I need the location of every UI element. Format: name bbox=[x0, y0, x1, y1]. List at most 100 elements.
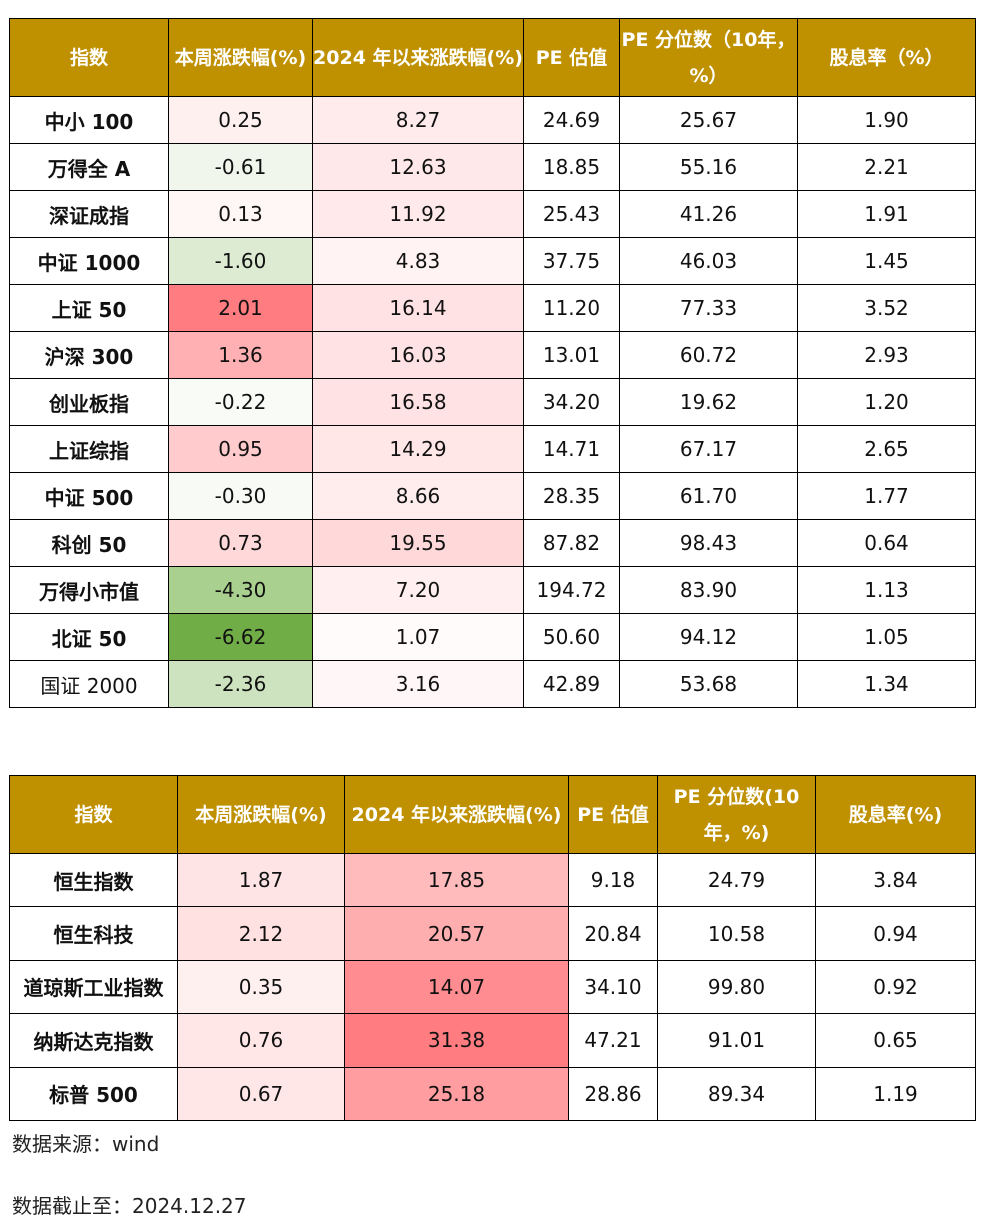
ytd-change-cell: 25.18 bbox=[344, 1066, 569, 1121]
index-name-cell: 恒生指数 bbox=[9, 852, 178, 908]
table-row: 纳斯达克指数 0.76 31.38 47.21 91.01 0.65 bbox=[9, 1013, 976, 1068]
ytd-change-cell: 1.07 bbox=[312, 613, 524, 661]
weekly-change-cell: 0.25 bbox=[168, 96, 313, 144]
header-pe-percentile: PE 分位数(10 年，%) bbox=[657, 775, 816, 854]
pe-percentile-cell: 10.58 bbox=[657, 906, 816, 961]
pe-cell: 37.75 bbox=[523, 237, 620, 285]
table-row: 深证成指 0.13 11.92 25.43 41.26 1.91 bbox=[9, 190, 976, 238]
ytd-change-cell: 8.27 bbox=[312, 96, 524, 144]
index-name-cell: 道琼斯工业指数 bbox=[9, 959, 178, 1015]
index-name-cell: 创业板指 bbox=[9, 378, 169, 426]
index-name-cell: 科创 50 bbox=[9, 519, 169, 567]
dividend-yield-cell: 2.65 bbox=[797, 425, 976, 473]
header-ytd-change: 2024 年以来涨跌幅(%) bbox=[312, 18, 524, 97]
table-row: 创业板指 -0.22 16.58 34.20 19.62 1.20 bbox=[9, 378, 976, 426]
pe-cell: 14.71 bbox=[523, 425, 620, 473]
pe-cell: 194.72 bbox=[523, 566, 620, 614]
ytd-change-cell: 12.63 bbox=[312, 143, 524, 191]
dividend-yield-cell: 0.92 bbox=[815, 959, 976, 1015]
header-index: 指数 bbox=[9, 775, 178, 854]
pe-percentile-cell: 60.72 bbox=[619, 331, 798, 379]
table-row: 中证 1000 -1.60 4.83 37.75 46.03 1.45 bbox=[9, 237, 976, 285]
dividend-yield-cell: 0.64 bbox=[797, 519, 976, 567]
pe-percentile-cell: 89.34 bbox=[657, 1066, 816, 1121]
pe-cell: 47.21 bbox=[568, 1013, 658, 1068]
table-row: 万得小市值 -4.30 7.20 194.72 83.90 1.13 bbox=[9, 566, 976, 614]
dividend-yield-cell: 2.93 bbox=[797, 331, 976, 379]
pe-cell: 18.85 bbox=[523, 143, 620, 191]
table-row: 中证 500 -0.30 8.66 28.35 61.70 1.77 bbox=[9, 472, 976, 520]
pe-percentile-cell: 19.62 bbox=[619, 378, 798, 426]
data-source-note: 数据来源：wind bbox=[12, 1132, 160, 1156]
pe-percentile-cell: 94.12 bbox=[619, 613, 798, 661]
dividend-yield-cell: 1.13 bbox=[797, 566, 976, 614]
ytd-change-cell: 8.66 bbox=[312, 472, 524, 520]
index-name-cell: 标普 500 bbox=[9, 1066, 178, 1121]
dividend-yield-cell: 1.45 bbox=[797, 237, 976, 285]
weekly-change-cell: 1.36 bbox=[168, 331, 313, 379]
table-row: 上证综指 0.95 14.29 14.71 67.17 2.65 bbox=[9, 425, 976, 473]
ytd-change-cell: 16.58 bbox=[312, 378, 524, 426]
dividend-yield-cell: 1.19 bbox=[815, 1066, 976, 1121]
index-name-cell: 恒生科技 bbox=[9, 906, 178, 961]
pe-cell: 28.35 bbox=[523, 472, 620, 520]
table-row: 道琼斯工业指数 0.35 14.07 34.10 99.80 0.92 bbox=[9, 959, 976, 1015]
ytd-change-cell: 14.29 bbox=[312, 425, 524, 473]
ytd-change-cell: 3.16 bbox=[312, 660, 524, 708]
index-name-cell: 沪深 300 bbox=[9, 331, 169, 379]
dividend-yield-cell: 1.91 bbox=[797, 190, 976, 238]
index-name-cell: 中证 1000 bbox=[9, 237, 169, 285]
table-row: 上证 50 2.01 16.14 11.20 77.33 3.52 bbox=[9, 284, 976, 332]
pe-percentile-cell: 67.17 bbox=[619, 425, 798, 473]
weekly-change-cell: 2.01 bbox=[168, 284, 313, 332]
header-dividend-yield: 股息率（%） bbox=[797, 18, 976, 97]
table-row: 科创 50 0.73 19.55 87.82 98.43 0.64 bbox=[9, 519, 976, 567]
index-name-cell: 国证 2000 bbox=[9, 660, 169, 708]
dividend-yield-cell: 1.05 bbox=[797, 613, 976, 661]
ytd-change-cell: 11.92 bbox=[312, 190, 524, 238]
pe-cell: 34.20 bbox=[523, 378, 620, 426]
domestic-index-table: 指数 本周涨跌幅(%) 2024 年以来涨跌幅(%) PE 估值 PE 分位数（… bbox=[9, 18, 976, 708]
table-row: 北证 50 -6.62 1.07 50.60 94.12 1.05 bbox=[9, 613, 976, 661]
data-cutoff-note: 数据截止至：2024.12.27 bbox=[12, 1194, 247, 1218]
weekly-change-cell: -0.22 bbox=[168, 378, 313, 426]
dividend-yield-cell: 1.20 bbox=[797, 378, 976, 426]
index-name-cell: 万得小市值 bbox=[9, 566, 169, 614]
dividend-yield-cell: 3.52 bbox=[797, 284, 976, 332]
pe-cell: 42.89 bbox=[523, 660, 620, 708]
weekly-change-cell: -1.60 bbox=[168, 237, 313, 285]
weekly-change-cell: -2.36 bbox=[168, 660, 313, 708]
dividend-yield-cell: 1.77 bbox=[797, 472, 976, 520]
weekly-change-cell: -0.30 bbox=[168, 472, 313, 520]
weekly-change-cell: 0.95 bbox=[168, 425, 313, 473]
header-weekly-change: 本周涨跌幅(%) bbox=[177, 775, 345, 854]
weekly-change-cell: 2.12 bbox=[177, 906, 345, 961]
pe-cell: 13.01 bbox=[523, 331, 620, 379]
table-row: 恒生科技 2.12 20.57 20.84 10.58 0.94 bbox=[9, 906, 976, 961]
ytd-change-cell: 14.07 bbox=[344, 959, 569, 1015]
weekly-change-cell: -6.62 bbox=[168, 613, 313, 661]
index-name-cell: 上证 50 bbox=[9, 284, 169, 332]
pe-percentile-cell: 61.70 bbox=[619, 472, 798, 520]
pe-percentile-cell: 77.33 bbox=[619, 284, 798, 332]
dividend-yield-cell: 2.21 bbox=[797, 143, 976, 191]
dividend-yield-cell: 0.65 bbox=[815, 1013, 976, 1068]
dividend-yield-cell: 1.34 bbox=[797, 660, 976, 708]
pe-cell: 20.84 bbox=[568, 906, 658, 961]
weekly-change-cell: 0.13 bbox=[168, 190, 313, 238]
pe-percentile-cell: 24.79 bbox=[657, 852, 816, 908]
table-header-row: 指数 本周涨跌幅(%) 2024 年以来涨跌幅(%) PE 估值 PE 分位数(… bbox=[9, 775, 976, 854]
pe-percentile-cell: 41.26 bbox=[619, 190, 798, 238]
pe-percentile-cell: 25.67 bbox=[619, 96, 798, 144]
index-name-cell: 上证综指 bbox=[9, 425, 169, 473]
header-ytd-change: 2024 年以来涨跌幅(%) bbox=[344, 775, 569, 854]
weekly-change-cell: 0.35 bbox=[177, 959, 345, 1015]
table-row: 万得全 A -0.61 12.63 18.85 55.16 2.21 bbox=[9, 143, 976, 191]
pe-cell: 87.82 bbox=[523, 519, 620, 567]
pe-percentile-cell: 55.16 bbox=[619, 143, 798, 191]
weekly-change-cell: 0.76 bbox=[177, 1013, 345, 1068]
ytd-change-cell: 4.83 bbox=[312, 237, 524, 285]
pe-cell: 24.69 bbox=[523, 96, 620, 144]
global-index-table: 指数 本周涨跌幅(%) 2024 年以来涨跌幅(%) PE 估值 PE 分位数(… bbox=[9, 775, 976, 1121]
pe-cell: 50.60 bbox=[523, 613, 620, 661]
